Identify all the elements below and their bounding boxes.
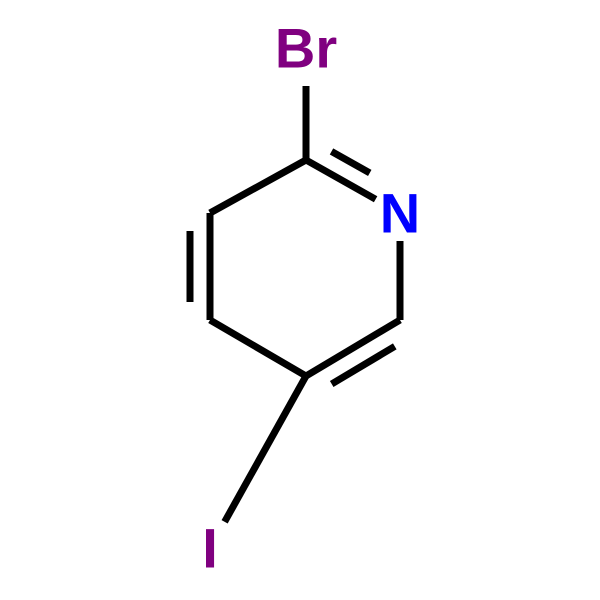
bond-line: [225, 376, 306, 522]
bond-line: [306, 160, 376, 199]
atom-label-i: I: [202, 517, 218, 580]
atom-label-n: N: [380, 182, 420, 245]
atom-label-br: Br: [275, 17, 337, 80]
bond-line: [332, 151, 370, 173]
bond-line: [210, 160, 306, 213]
bond-line: [210, 320, 306, 376]
molecule-diagram: Br N I: [0, 0, 600, 600]
